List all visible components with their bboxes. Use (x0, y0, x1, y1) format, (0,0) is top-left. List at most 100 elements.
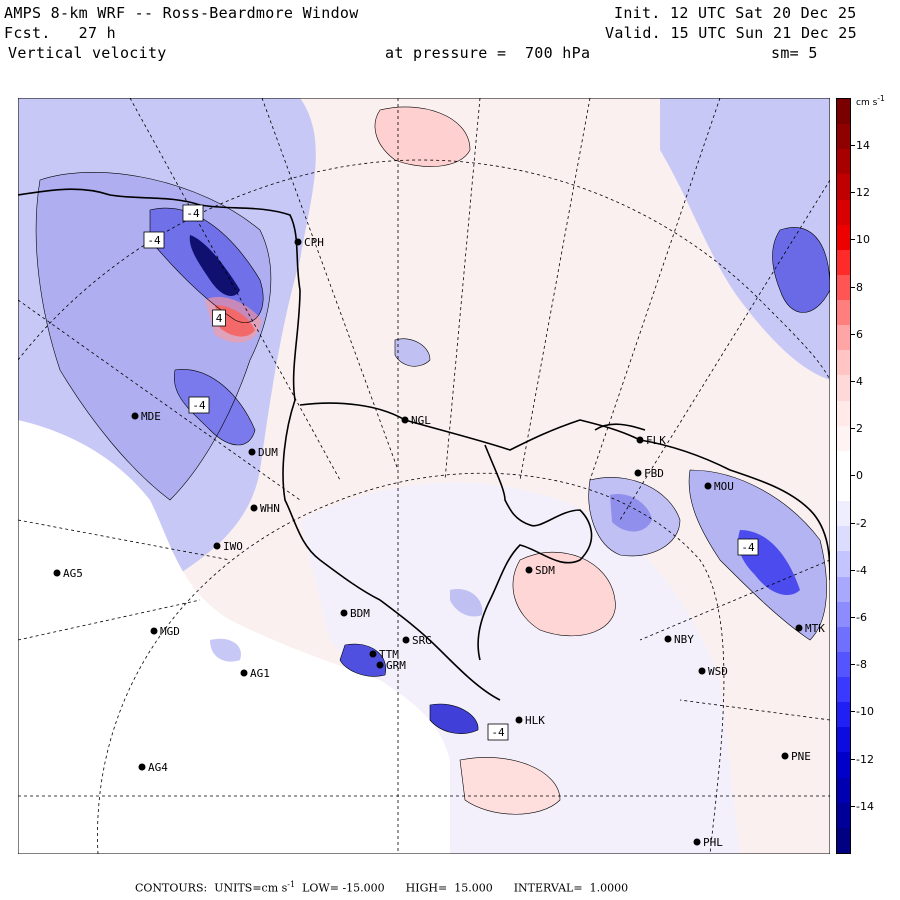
colorbar-tick-label: 12 (850, 186, 870, 200)
colorbar-tick-label: 4 (850, 375, 863, 388)
station-label-iwo: IWO (223, 540, 243, 553)
station-marker-flk (636, 436, 644, 444)
station-label-bdm: BDM (350, 607, 370, 620)
station-label-srg: SRG (412, 634, 432, 647)
station-label-ngl: NGL (411, 414, 431, 427)
station-marker-ttm (369, 650, 377, 658)
contour-label: -4 (182, 204, 204, 222)
station-label-ttm: TTM (379, 648, 399, 661)
svg-text:-4: -4 (741, 541, 755, 554)
colorbar-tick-label: 0 (850, 469, 863, 483)
colorbar-tick-label: -12 (850, 752, 874, 766)
station-label-phl: PHL (703, 836, 723, 849)
station-label-sdm: SDM (535, 564, 555, 577)
svg-text:-4: -4 (192, 399, 206, 412)
blue-blob-mdr (210, 638, 241, 662)
station-marker-ngl (401, 416, 409, 424)
dark-core-1 (189, 235, 240, 296)
station-label-fbd: FBD (644, 467, 664, 480)
contour-info: CONTOURS: UNITS=cm s-1 LOW= -15.000 HIGH… (135, 880, 629, 895)
station-label-wsd: WSD (708, 665, 728, 678)
colorbar-segment (837, 651, 850, 678)
colorbar-segment (837, 802, 850, 829)
colorbar-segment (837, 375, 850, 402)
station-marker-cph (294, 238, 302, 246)
station-label-grm: GRM (386, 659, 406, 672)
station-label-pne: PNE (791, 750, 811, 763)
colorbar-segment (837, 325, 850, 351)
station-label-mou: MOU (714, 480, 734, 493)
station-marker-hlk (515, 716, 523, 724)
pale-pink-region-south (460, 757, 560, 815)
station-label-mtk: MTK (805, 622, 825, 635)
station-marker-mou (704, 482, 712, 490)
colorbar-segment (837, 99, 850, 125)
smoothing-value: sm= 5 (771, 44, 818, 62)
colorbar-segment (837, 249, 850, 276)
colorbar-segment (837, 827, 850, 854)
station-marker-nby (664, 635, 672, 643)
colorbar-tick-label: -2 (850, 516, 867, 530)
station-marker-mtk (795, 624, 803, 632)
blue-region-ne (660, 98, 830, 380)
svg-text:-4: -4 (186, 207, 200, 220)
station-label-dum: DUM (258, 446, 278, 459)
colorbar-segment (837, 400, 850, 427)
station-marker-wsd (698, 667, 706, 675)
pale-pink-region-north (375, 106, 470, 167)
colorbar-segment (837, 702, 850, 728)
station-label-nby: NBY (674, 633, 694, 646)
station-marker-grm (376, 661, 384, 669)
colorbar-segment (837, 526, 850, 552)
station-label-whn: WHN (260, 502, 280, 515)
colorbar-segment (837, 752, 850, 779)
colorbar-tick-label: -10 (850, 705, 874, 719)
colorbar-tick-label: 6 (850, 327, 863, 341)
station-marker-mgd (150, 627, 158, 635)
station-label-ag4: AG4 (148, 761, 168, 774)
colorbar-segment (837, 199, 850, 226)
svg-text:-4: -4 (491, 726, 505, 739)
colorbar-segment (837, 601, 850, 628)
colorbar-segment (837, 300, 850, 326)
station-marker-mde (131, 412, 139, 420)
vertical-velocity-map: -4 -4 4 -4 -4 -4 CPH NGL FLK FBD MDE DUM WHN IWO MOU A… (18, 98, 830, 854)
colorbar-tick-label: -8 (850, 658, 867, 672)
colorbar-tick-label: -4 (850, 563, 867, 577)
colorbar-segment (837, 350, 850, 376)
colorbar-segment (837, 576, 850, 603)
colorbar-segment (837, 274, 850, 301)
station-label-ag5: AG5 (63, 567, 83, 580)
colorbar-tick-label: 10 (850, 233, 870, 247)
map-title: AMPS 8-km WRF -- Ross-Beardmore Window (4, 4, 359, 22)
valid-time: Valid. 15 UTC Sun 21 Dec 25 (605, 24, 857, 42)
colorbar-tick-label: 2 (850, 422, 863, 436)
colorbar-segment (837, 174, 850, 201)
station-marker-whn (250, 504, 258, 512)
colorbar-segment (837, 450, 850, 477)
station-marker-ag5 (53, 569, 61, 577)
station-marker-dum (248, 448, 256, 456)
white-region-sw (18, 420, 450, 854)
station-label-flk: FLK (646, 434, 666, 447)
station-label-hlk: HLK (525, 714, 545, 727)
init-time: Init. 12 UTC Sat 20 Dec 25 (614, 4, 857, 22)
station-marker-iwo (213, 542, 221, 550)
stations: CPH NGL FLK FBD MDE DUM WHN IWO MOU AG5 SDM BDM MGD S… (53, 236, 825, 849)
field-name: Vertical velocity (8, 44, 167, 62)
colorbar-segment (837, 551, 850, 578)
pale-pink-region-east (512, 552, 616, 636)
svg-text:-4: -4 (147, 234, 161, 247)
colorbar-segment (837, 727, 850, 753)
station-marker-srg (402, 636, 410, 644)
colorbar-segment (837, 677, 850, 703)
station-label-cph: CPH (304, 236, 324, 249)
colorbar-units: cm s-1 (856, 94, 885, 108)
contour-label: -4 (737, 538, 759, 556)
blue-core-ne (772, 227, 830, 313)
colorbar (836, 98, 851, 854)
colorbar-tick-label: 8 (850, 280, 863, 294)
station-label-ag1: AG1 (250, 667, 270, 680)
contour-label: -4 (188, 396, 210, 414)
station-marker-fbd (634, 469, 642, 477)
